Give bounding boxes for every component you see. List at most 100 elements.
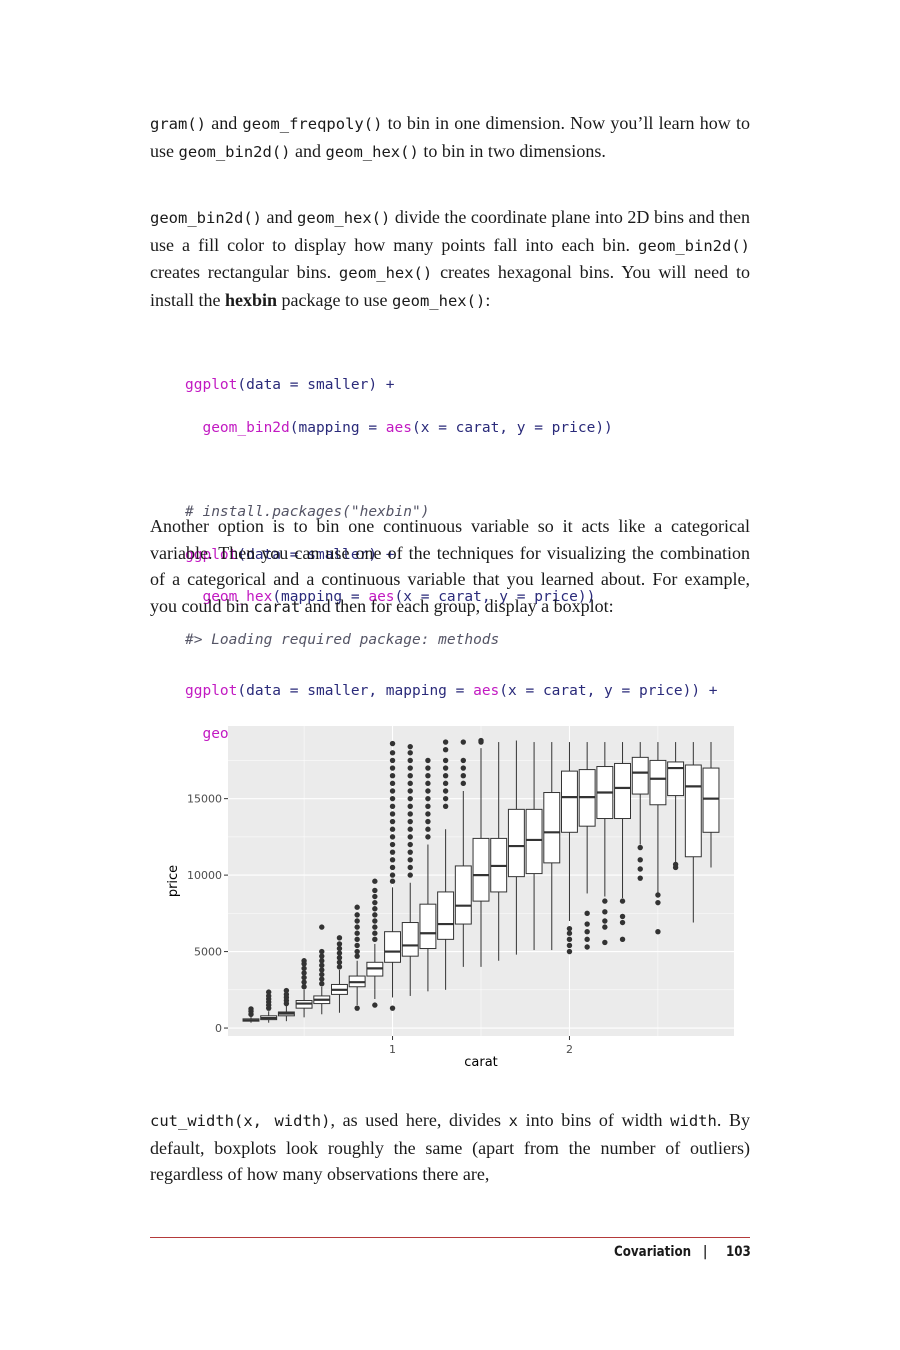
text: . By default, boxplots look roughly the … xyxy=(150,1110,750,1184)
footer-rule xyxy=(150,1237,750,1238)
x-tick-label: 1 xyxy=(389,1043,396,1056)
text: : xyxy=(485,289,491,310)
box xyxy=(437,891,455,940)
outlier xyxy=(354,953,360,959)
outlier xyxy=(301,984,307,990)
code: geom_bin2d xyxy=(185,419,290,436)
outlier xyxy=(283,991,290,998)
box xyxy=(684,764,702,858)
outlier xyxy=(354,912,360,918)
code: (data = smaller) + xyxy=(237,546,395,563)
outlier xyxy=(283,987,290,994)
outlier xyxy=(336,935,343,941)
outlier xyxy=(319,976,325,982)
text: and xyxy=(261,207,298,227)
footer-section: Covariation xyxy=(614,1244,692,1260)
paragraph: gram() and geom_freqpoly() to bin in one… xyxy=(150,110,750,165)
text: , as used here, divides xyxy=(330,1110,509,1130)
text: and xyxy=(206,113,243,133)
outlier xyxy=(407,757,413,764)
outlier xyxy=(425,773,431,779)
code: geom_hex() xyxy=(338,264,433,282)
outlier xyxy=(425,826,431,832)
outlier xyxy=(566,925,573,932)
code: geom_hex() xyxy=(391,291,486,310)
box xyxy=(454,865,472,925)
paragraph: Another option is to bin one continuous … xyxy=(150,513,750,620)
outlier xyxy=(478,737,484,744)
code: gram() xyxy=(150,115,206,133)
outlier xyxy=(319,971,325,978)
outlier xyxy=(389,773,396,779)
outlier xyxy=(319,948,325,955)
y-tick-label: 10000 xyxy=(187,869,222,882)
outlier xyxy=(372,906,378,912)
outlier xyxy=(425,788,431,794)
outlier xyxy=(442,780,449,787)
outlier xyxy=(372,887,378,894)
outlier xyxy=(442,773,449,779)
x-tick-label: 2 xyxy=(566,1043,573,1056)
outlier xyxy=(655,928,661,935)
outlier xyxy=(407,857,413,863)
code: aes xyxy=(473,683,500,700)
outlier xyxy=(602,918,608,924)
outlier xyxy=(655,899,661,906)
code: (mapping = xyxy=(289,419,386,436)
outlier xyxy=(354,918,360,924)
outlier xyxy=(442,803,449,809)
outlier xyxy=(372,912,378,918)
outlier xyxy=(372,1002,378,1008)
outlier xyxy=(336,941,343,947)
outlier xyxy=(460,757,467,764)
outlier xyxy=(354,930,360,936)
outlier xyxy=(637,875,643,881)
text: and then for each group, display a boxpl… xyxy=(300,595,614,616)
outlier xyxy=(619,898,626,904)
outlier xyxy=(425,803,431,809)
outlier xyxy=(389,788,396,794)
outlier xyxy=(319,967,325,973)
code-block: ggplot (data = smaller) + geom_bin2d(mapp… xyxy=(185,354,613,672)
outlier xyxy=(442,765,449,771)
outlier xyxy=(301,965,307,972)
outlier xyxy=(584,928,590,935)
box xyxy=(384,931,401,963)
outlier xyxy=(389,834,396,840)
outlier xyxy=(389,811,396,817)
outlier xyxy=(442,795,449,802)
outlier xyxy=(425,765,431,771)
outlier xyxy=(354,936,360,943)
code: ggplot xyxy=(185,377,238,394)
outlier xyxy=(301,979,307,985)
outlier xyxy=(425,757,431,764)
box xyxy=(561,770,578,833)
code: (x = carat, y = price)) xyxy=(394,589,596,606)
outlier xyxy=(319,953,325,959)
text: to bin in two dimensions. xyxy=(418,140,606,161)
outlier xyxy=(336,964,343,970)
outlier xyxy=(389,857,396,863)
outlier xyxy=(425,818,431,825)
outlier xyxy=(407,841,413,848)
outlier xyxy=(389,780,396,787)
box xyxy=(419,903,437,950)
outlier xyxy=(389,872,396,878)
outlier xyxy=(354,942,360,949)
y-tick-label: 5000 xyxy=(194,946,222,959)
outlier xyxy=(460,765,467,771)
text: and xyxy=(290,140,326,161)
text: creates hexagonal bins. You will need to… xyxy=(150,262,750,310)
bold: hexbin xyxy=(225,289,278,310)
outlier xyxy=(407,765,413,771)
outlier xyxy=(389,818,396,825)
outlier xyxy=(336,950,343,956)
outlier xyxy=(372,936,378,943)
outlier xyxy=(336,959,343,965)
outlier xyxy=(372,930,378,936)
box xyxy=(401,922,419,957)
box xyxy=(507,808,525,878)
code: geom_hex() xyxy=(297,209,391,227)
outlier xyxy=(407,780,413,787)
